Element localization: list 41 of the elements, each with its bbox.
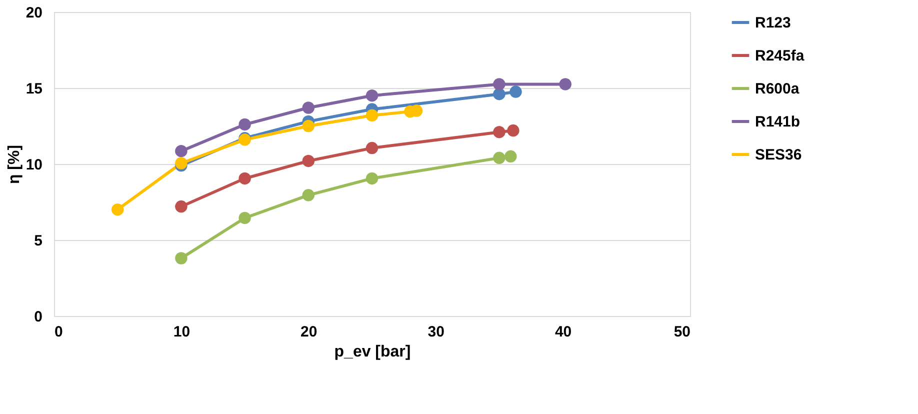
point — [366, 89, 378, 102]
x-tick-label: 20 — [300, 324, 318, 340]
legend-label: R600a — [755, 80, 800, 98]
y-tick-label: 20 — [26, 4, 42, 22]
point — [238, 118, 251, 131]
point — [366, 109, 378, 122]
x-axis-title: p_ev [bar] — [334, 344, 411, 360]
x-tick-label: 40 — [554, 324, 572, 340]
point — [302, 154, 315, 168]
point — [238, 172, 251, 185]
y-axis-title: η [%] — [6, 144, 23, 184]
y-tick-label: 15 — [26, 80, 42, 98]
point — [366, 142, 378, 154]
y-tick-label: 10 — [26, 156, 42, 174]
point — [175, 200, 188, 213]
x-tick-label: 0 — [54, 324, 63, 340]
legend-label: R245fa — [755, 48, 805, 64]
point — [175, 157, 188, 170]
point — [175, 144, 188, 158]
legend-label: SES36 — [755, 146, 802, 164]
point — [504, 150, 517, 163]
legend-label: R123 — [755, 14, 791, 32]
x-tick-label: 50 — [674, 324, 690, 340]
point — [366, 172, 378, 185]
point — [493, 152, 506, 164]
point — [175, 252, 188, 264]
point — [302, 120, 315, 132]
point — [559, 78, 572, 90]
y-tick-label: 0 — [34, 308, 42, 326]
point — [238, 212, 251, 224]
point — [507, 124, 520, 137]
y-tick-label: 5 — [34, 232, 42, 250]
point — [510, 86, 522, 98]
point — [111, 203, 124, 216]
point — [302, 189, 315, 202]
point — [302, 102, 315, 114]
point — [493, 78, 506, 90]
x-tick-label: 10 — [173, 324, 190, 340]
point — [493, 126, 506, 138]
x-tick-label: 30 — [428, 324, 444, 340]
legend-label: R141b — [755, 114, 800, 130]
